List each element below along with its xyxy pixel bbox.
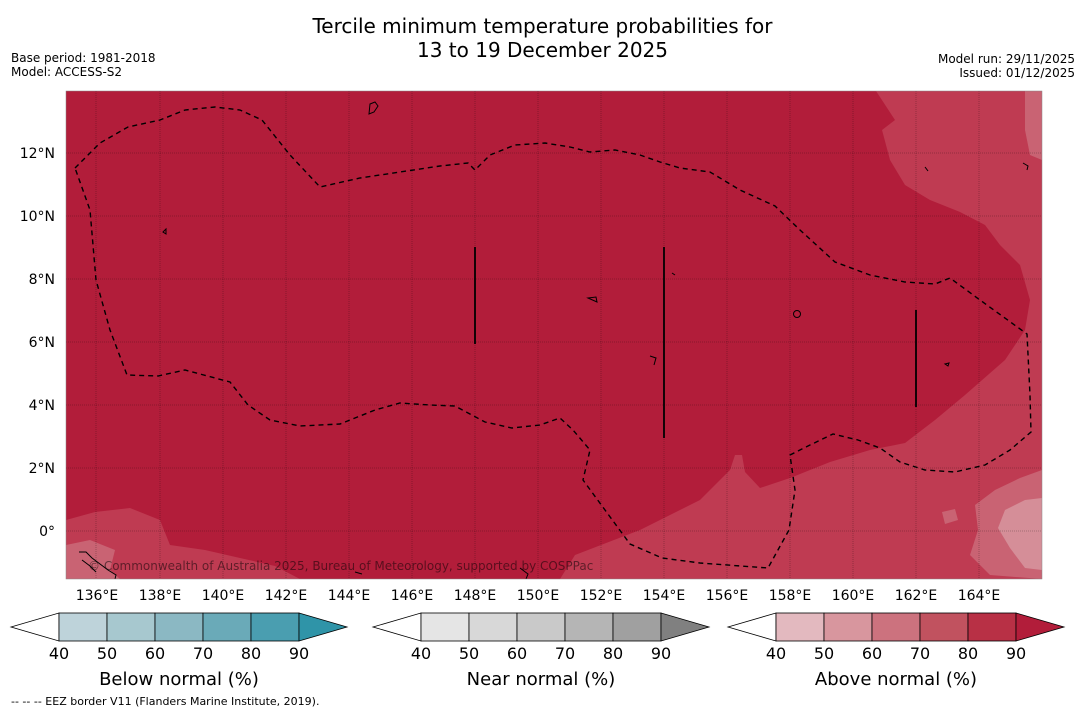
eez-footnote: -- -- -- EEZ border V11 (Flanders Marine…: [11, 695, 320, 708]
map-frame: [65, 90, 1043, 580]
colorbar-tick-label: 90: [289, 644, 309, 663]
colorbar-tick-label: 70: [910, 644, 930, 663]
colorbar-segment: [823, 612, 873, 642]
copyright-text: © Commonwealth of Australia 2025, Bureau…: [88, 559, 593, 573]
colorbar-tick-label: 60: [862, 644, 882, 663]
islands: [79, 101, 1029, 579]
lat-label: 4°N: [29, 398, 55, 414]
shade-70-80-west: [66, 508, 300, 579]
colorbar-tick-label: 70: [555, 644, 575, 663]
shade-50-60-se: [998, 498, 1042, 570]
colorbar-tick-label: 90: [1006, 644, 1026, 663]
lon-label: 160°E: [832, 588, 875, 604]
colorbar-tick-label: 60: [145, 644, 165, 663]
probability-shading: © Commonwealth of Australia 2025, Bureau…: [66, 91, 1042, 579]
lon-label: 150°E: [517, 588, 560, 604]
lon-label: 138°E: [139, 588, 182, 604]
title-line-2: 13 to 19 December 2025: [416, 38, 668, 62]
graticule: [66, 91, 1042, 579]
colorbar-tick-label: 90: [651, 644, 671, 663]
colorbar-segment: [775, 612, 825, 642]
issued-text: Issued: 01/12/2025: [959, 66, 1075, 80]
shade-60-70-north: [1025, 91, 1042, 160]
lon-label: 162°E: [895, 588, 938, 604]
artefact-lines: [474, 247, 917, 438]
shade-60-70-spot: [942, 509, 958, 524]
colorbar-tick-label: 60: [507, 644, 527, 663]
header-right-info: Model run: 29/11/2025 Issued: 01/12/2025: [938, 52, 1075, 80]
lon-label: 142°E: [265, 588, 308, 604]
colorbar-extend-high: [1015, 612, 1066, 642]
colorbar-tick-label: 40: [49, 644, 69, 663]
colorbar-below-normal: 40 50 60 70 80 90: [9, 612, 349, 663]
lat-label: 10°N: [20, 209, 55, 225]
colorbar-label-below: Below normal (%): [99, 669, 259, 690]
lon-label: 156°E: [706, 588, 749, 604]
colorbar-tick-label: 40: [411, 644, 431, 663]
lon-label: 158°E: [769, 588, 812, 604]
colorbar-near-normal: 40 50 60 70 80 90: [371, 612, 711, 663]
colorbar-tick-label: 80: [603, 644, 623, 663]
lon-label: 140°E: [202, 588, 245, 604]
colorbar-label-near: Near normal (%): [467, 669, 616, 690]
lat-labels: 12°N 10°N 8°N 6°N 4°N 2°N 0°: [20, 146, 55, 540]
colorbar-tick-label: 70: [193, 644, 213, 663]
header-left-info: Base period: 1981-2018 Model: ACCESS-S2: [11, 51, 156, 79]
lon-label: 148°E: [454, 588, 497, 604]
lat-label: 6°N: [29, 335, 55, 351]
lat-label: 0°: [39, 524, 55, 540]
colorbar-segment: [919, 612, 969, 642]
colorbar-segment: [250, 612, 300, 642]
colorbar-segment: [967, 612, 1017, 642]
colorbar-tick-label: 40: [766, 644, 786, 663]
base-period-text: Base period: 1981-2018: [11, 51, 156, 65]
colorbar-tick-label: 50: [459, 644, 479, 663]
eez-border: [74, 106, 1032, 569]
colorbar-tick-label: 50: [814, 644, 834, 663]
lon-label: 154°E: [643, 588, 686, 604]
colorbar-above-normal: 40 50 60 70 80 90: [726, 612, 1066, 663]
title-line-1: Tercile minimum temperature probabilitie…: [312, 14, 773, 38]
lon-label: 152°E: [580, 588, 623, 604]
colorbar-extend-high: [298, 612, 349, 642]
shade-70-80-east: [560, 91, 1042, 579]
lat-label: 8°N: [29, 272, 55, 288]
colorbar-tick-label: 80: [241, 644, 261, 663]
lat-label: 2°N: [29, 461, 55, 477]
model-run-text: Model run: 29/11/2025: [937, 52, 1075, 66]
lat-label: 12°N: [20, 146, 55, 162]
colorbar-segment: [202, 612, 252, 642]
colorbar-segment: [612, 612, 662, 642]
colorbar-extend-low: [371, 612, 422, 642]
colorbar-extend-low: [9, 612, 60, 642]
colorbar-segment: [420, 612, 470, 642]
colorbar-segment: [871, 612, 921, 642]
lon-label: 146°E: [391, 588, 434, 604]
lon-label: 144°E: [328, 588, 371, 604]
lon-label: 136°E: [76, 588, 119, 604]
colorbar-segment: [516, 612, 566, 642]
lon-labels: 136°E 138°E 140°E 142°E 144°E 146°E 148°…: [76, 588, 1001, 604]
colorbar-segment: [154, 612, 204, 642]
colorbar-extend-low: [726, 612, 777, 642]
colorbar-segment: [564, 612, 614, 642]
colorbar-segment: [58, 612, 108, 642]
colorbar-tick-label: 50: [97, 644, 117, 663]
colorbar-extend-high: [660, 612, 711, 642]
map-title: Tercile minimum temperature probabilitie…: [0, 14, 1085, 62]
colorbar-labels: Below normal (%) Near normal (%) Above n…: [99, 669, 977, 690]
colorbar-label-above: Above normal (%): [815, 669, 977, 690]
model-text: Model: ACCESS-S2: [11, 65, 123, 79]
colorbar-segment: [468, 612, 518, 642]
lon-label: 164°E: [958, 588, 1001, 604]
colorbar-tick-label: 80: [958, 644, 978, 663]
colorbar-segment: [106, 612, 156, 642]
